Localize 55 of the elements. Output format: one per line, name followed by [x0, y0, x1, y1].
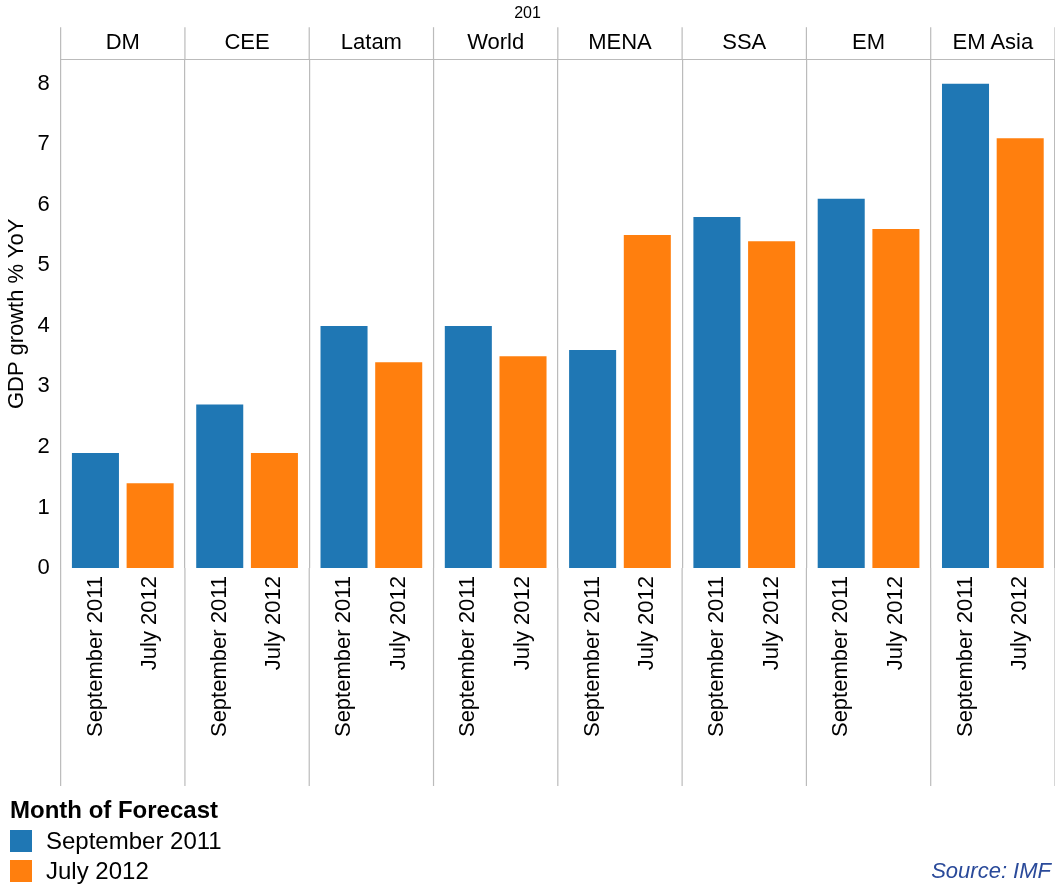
bar [320, 325, 368, 568]
x-tick-label: CEE [224, 29, 270, 55]
x-tick-label: EM Asia [952, 29, 1034, 55]
legend-title: Month of Forecast [10, 796, 219, 824]
bar [996, 138, 1044, 568]
y-tick-label: 6 [37, 190, 50, 216]
text: September 2011 [205, 576, 231, 738]
bar [872, 229, 920, 568]
text: July 2012 [881, 576, 907, 671]
y-tick-label: 4 [37, 311, 50, 337]
chart-title: 201 [514, 4, 541, 22]
bar [499, 356, 547, 568]
text: July 2012 [633, 576, 659, 671]
x-tick-label: SSA [722, 29, 767, 55]
bar [569, 350, 617, 568]
x-tick-label: DM [105, 29, 140, 55]
y-tick-label: 2 [37, 433, 50, 459]
bar [126, 483, 174, 568]
bar [623, 235, 671, 568]
bar [250, 453, 298, 568]
text: July 2012 [757, 576, 783, 671]
bar [817, 198, 865, 568]
text: July 2012 [1006, 576, 1032, 671]
bar [748, 241, 796, 568]
y-axis-title: GDP growth % YoY [3, 218, 29, 409]
text: July 2012 [260, 576, 286, 671]
y-tick-label: 7 [37, 130, 50, 156]
text: July 2012 [509, 576, 535, 671]
text: September 2011 [702, 576, 728, 738]
bar [444, 325, 492, 568]
text: September 2011 [454, 576, 480, 738]
x-tick-label: Latam [340, 29, 402, 55]
y-tick-label: 8 [37, 69, 50, 95]
legend-label: September 2011 [46, 827, 222, 855]
x-tick-label: EM [852, 29, 886, 55]
bar [941, 83, 990, 568]
x-tick-label: MENA [588, 29, 653, 55]
text: September 2011 [578, 576, 604, 738]
bar [71, 453, 119, 568]
bar [375, 362, 423, 568]
legend-label: July 2012 [46, 857, 149, 885]
x-tick-label: World [467, 29, 525, 55]
y-tick-label: 3 [37, 372, 50, 398]
bar [196, 404, 244, 568]
text: September 2011 [951, 576, 977, 738]
source-note: Source: IMF [931, 858, 1051, 884]
y-tick-label: 5 [37, 251, 50, 277]
text: September 2011 [330, 576, 356, 738]
text: July 2012 [136, 576, 162, 671]
text: September 2011 [81, 576, 107, 738]
text: July 2012 [384, 576, 410, 671]
bar [693, 216, 741, 568]
y-tick-label: 1 [37, 493, 50, 519]
y-tick-label: 0 [37, 554, 50, 580]
text: September 2011 [827, 576, 853, 738]
